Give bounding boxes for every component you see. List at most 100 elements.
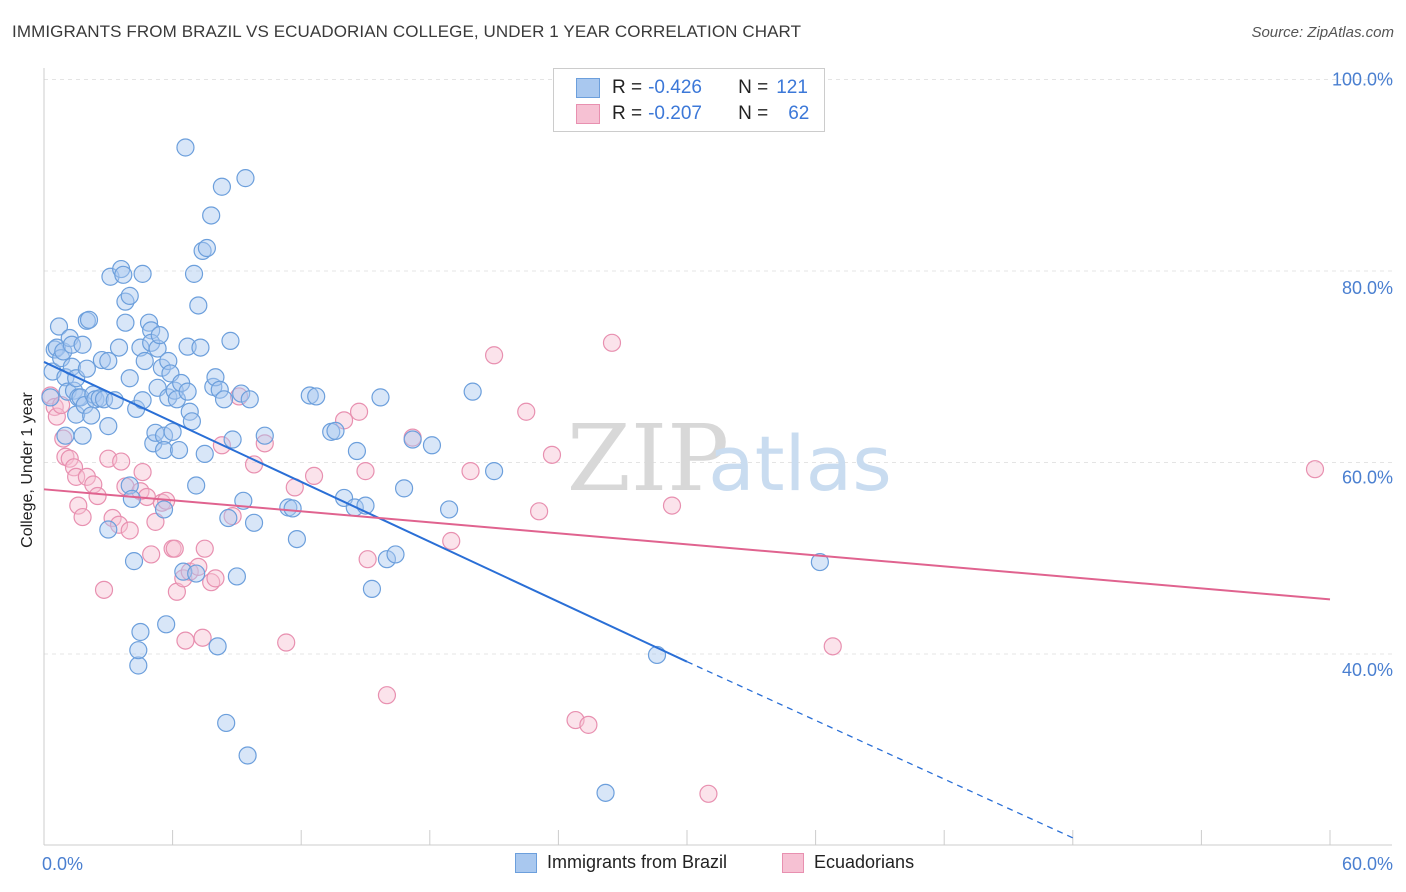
data-point: [62, 335, 81, 354]
data-point: [197, 238, 216, 258]
data-point: [304, 466, 324, 486]
data-point: [41, 388, 60, 407]
data-point: [154, 426, 174, 445]
data-point: [73, 507, 92, 527]
bottom-legend-swatch-pink: [782, 852, 804, 873]
legend-swatch-blue: [576, 78, 600, 98]
data-point: [109, 515, 129, 534]
data-point: [240, 390, 259, 409]
legend-n-label: N =: [738, 77, 769, 98]
data-point: [82, 406, 101, 425]
data-point: [129, 641, 148, 660]
data-point: [191, 338, 210, 357]
data-point: [154, 500, 174, 519]
data-point: [176, 631, 195, 650]
data-point: [485, 462, 504, 481]
y-axis-label: College, Under 1 year: [19, 392, 36, 548]
series-brazil: [41, 138, 829, 802]
grid: [44, 79, 1392, 655]
data-point: [120, 476, 139, 495]
data-point: [485, 346, 504, 365]
data-point: [79, 310, 99, 329]
data-point: [178, 382, 197, 401]
data-point: [255, 434, 274, 453]
data-point: [358, 550, 377, 569]
data-point: [114, 265, 133, 284]
data-point: [109, 338, 129, 357]
data-point: [386, 545, 405, 564]
legend-r-label: R =: [612, 77, 643, 98]
data-point: [184, 264, 204, 283]
y-tick-label: 60.0%: [1342, 468, 1393, 488]
data-point: [356, 462, 375, 481]
data-point: [129, 656, 148, 675]
data-point: [277, 633, 296, 652]
data-point: [99, 351, 118, 371]
data-point: [193, 628, 212, 647]
chart-title: IMMIGRANTS FROM BRAZIL VS ECUADORIAN COL…: [12, 22, 802, 41]
legend-n-value: 62: [788, 103, 810, 124]
data-point: [180, 562, 199, 581]
data-point: [244, 513, 264, 532]
data-point: [1305, 460, 1325, 479]
data-point: [56, 426, 75, 445]
data-point: [176, 138, 195, 157]
data-point: [227, 567, 246, 586]
data-point: [165, 539, 184, 558]
data-point: [120, 369, 139, 388]
data-point: [371, 388, 390, 407]
watermark-atlas: atlas: [708, 419, 892, 508]
legend-row-ecuadorians: R = -0.207 N = 62: [576, 103, 809, 125]
data-point: [120, 286, 139, 305]
data-point: [403, 430, 422, 449]
data-point: [394, 479, 414, 498]
data-point: [178, 337, 197, 356]
source-label: Source: ZipAtlas.com: [1251, 24, 1394, 41]
data-point: [542, 445, 562, 464]
data-point: [112, 452, 131, 471]
data-point: [221, 331, 240, 350]
bottom-legend-brazil: Immigrants from Brazil: [515, 852, 727, 873]
data-point: [103, 508, 122, 528]
correlation-legend: R = -0.426 N = 121 R = -0.207 N = 62: [553, 68, 825, 132]
data-point: [206, 569, 225, 588]
data-point: [187, 476, 206, 495]
data-point: [116, 313, 135, 332]
data-point: [439, 500, 459, 519]
data-point: [135, 351, 154, 371]
data-point: [530, 502, 549, 521]
data-point: [217, 713, 236, 733]
data-point: [244, 455, 264, 474]
data-point: [47, 407, 66, 426]
data-point: [124, 552, 144, 571]
data-point: [214, 390, 234, 409]
data-point: [202, 206, 221, 225]
data-point: [154, 440, 174, 460]
trend-line-ecuadorians: [43, 488, 1331, 601]
axes: [43, 68, 1392, 846]
data-point: [596, 783, 615, 802]
legend-r-value: -0.207: [648, 103, 702, 124]
data-point: [210, 380, 229, 399]
trend-line-brazil-extension: [686, 661, 1074, 839]
data-point: [212, 177, 231, 196]
data-point: [647, 645, 667, 665]
data-point: [169, 440, 189, 460]
data-point: [99, 417, 118, 436]
data-point: [461, 462, 480, 481]
data-point: [463, 382, 482, 401]
data-point: [195, 444, 214, 463]
data-point: [602, 333, 622, 352]
data-point: [422, 436, 442, 455]
y-tick-label: 40.0%: [1342, 660, 1393, 680]
data-point: [69, 496, 88, 515]
watermark-zip: ZIP: [567, 405, 729, 512]
data-point: [195, 539, 214, 558]
legend-r-label: R =: [612, 103, 643, 124]
data-point: [223, 430, 242, 449]
x-tick-label: 60.0%: [1342, 854, 1393, 874]
data-point: [810, 552, 829, 572]
legend-row-brazil: R = -0.426 N = 121: [576, 77, 808, 99]
data-point: [579, 715, 598, 734]
